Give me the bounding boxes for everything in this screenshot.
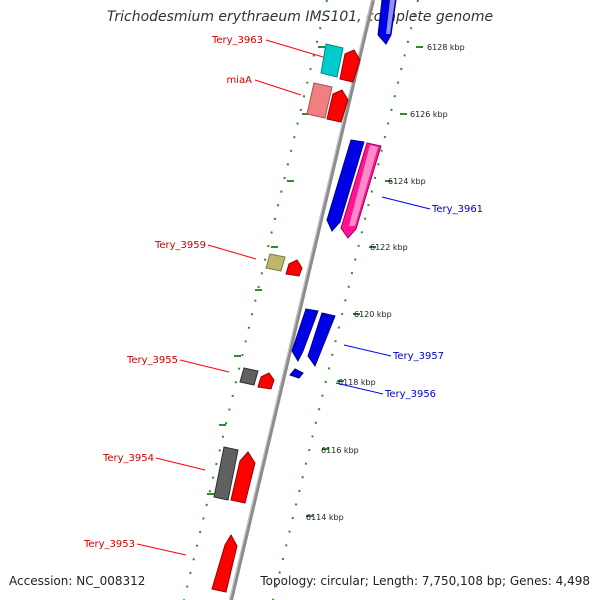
gene-tery-3961-partner[interactable] [326, 139, 365, 232]
gene-tery-3958[interactable] [291, 308, 319, 363]
gene-tery-3959[interactable] [265, 253, 286, 272]
gene-label: Tery_3954 [102, 453, 154, 464]
gene-miaA-partner[interactable] [326, 89, 349, 123]
gene-tery-3957[interactable] [307, 312, 336, 368]
backbone-highlight [229, 0, 373, 600]
major-ticks [306, 46, 423, 517]
tick-label: 6128 kbp [427, 43, 465, 52]
tick-label: 6122 kbp [370, 243, 408, 252]
tick-label: 6120 kbp [354, 310, 392, 319]
gene-label: Tery_3957 [392, 351, 444, 362]
gene-miaA[interactable] [306, 82, 333, 119]
inner-major-ticks [207, 46, 325, 495]
outer-tick-ring [272, 0, 419, 600]
reverse-genes [289, 0, 397, 379]
tick-label: 6118 kbp [338, 378, 376, 387]
tick-label: 6114 kbp [306, 513, 344, 522]
gene-tery-3954-partner[interactable] [213, 446, 239, 501]
map-title: Trichodesmium erythraeum IMS101, complet… [106, 9, 494, 25]
gene-tery-3959-partner[interactable] [285, 259, 303, 277]
gene-label: Tery_3953 [83, 539, 135, 550]
gene-tery-3956[interactable] [289, 368, 304, 379]
gene-tery-3961-shine [349, 145, 378, 226]
tick-label: 6124 kbp [388, 177, 426, 186]
genome-backbone [229, 0, 375, 600]
forward-genes [211, 43, 361, 593]
inner-tick-ring [183, 0, 328, 600]
gene-tery-3962[interactable] [339, 49, 361, 83]
label-leaders [136, 39, 431, 556]
gene-label: Tery_3959 [154, 240, 206, 251]
gene-tery-3963[interactable] [320, 43, 344, 78]
topology-info: Topology: circular; Length: 7,750,108 bp… [260, 574, 590, 588]
accession-info: Accession: NC_008312 [9, 574, 146, 588]
gene-label: Tery_3963 [211, 35, 263, 46]
gene-tery-3953[interactable] [211, 533, 238, 593]
gene-top-reverse-shine [386, 0, 395, 34]
gene-label: Tery_3956 [384, 389, 436, 400]
gene-tery-3955[interactable] [239, 367, 259, 386]
tick-label: 6116 kbp [321, 446, 359, 455]
gene-tery-3954[interactable] [230, 451, 256, 504]
gene-tery-3955-partner[interactable] [257, 372, 275, 390]
gene-label: Tery_3955 [126, 355, 178, 366]
tick-label: 6126 kbp [410, 110, 448, 119]
gene-label: Tery_3961 [431, 204, 483, 215]
gene-label: miaA [227, 75, 253, 86]
